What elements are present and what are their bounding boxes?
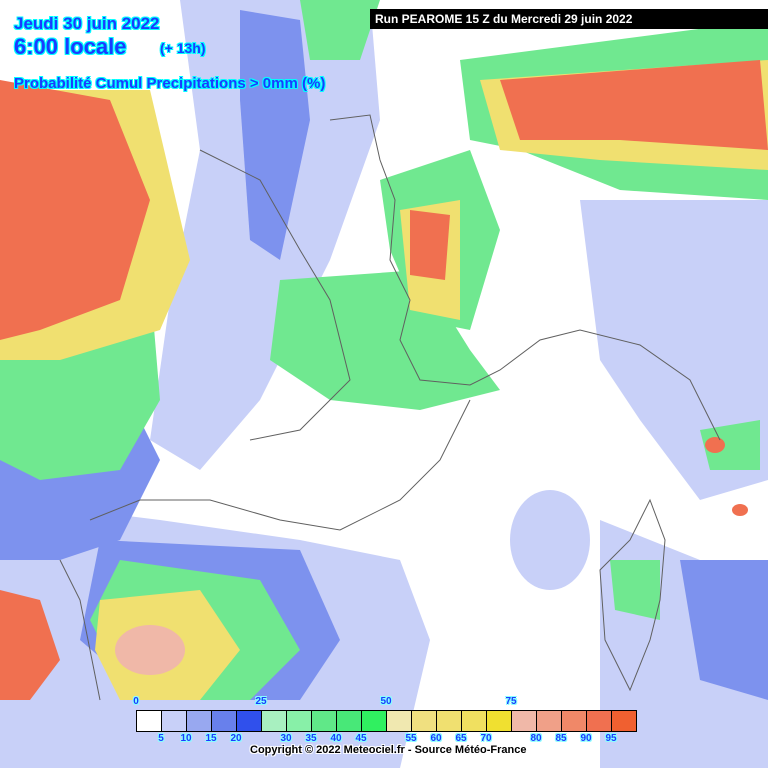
legend-label-bottom: 10 (180, 733, 192, 744)
legend-label-bottom: 5 (158, 733, 164, 744)
legend-swatch (487, 711, 512, 731)
legend-swatch (362, 711, 387, 731)
legend-label-bottom: 60 (430, 733, 442, 744)
red-areas (0, 60, 768, 700)
legend-label-bottom: 80 (530, 733, 542, 744)
legend-label-top: 25 (255, 696, 267, 707)
legend-label-bottom: 40 (330, 733, 342, 744)
legend-label-bottom: 35 (305, 733, 317, 744)
legend-label-bottom: 30 (280, 733, 292, 744)
copyright: Copyright © 2022 Meteociel.fr - Source M… (250, 744, 527, 756)
legend-swatch (462, 711, 487, 731)
forecast-time: 6:00 locale (14, 34, 127, 59)
legend-label-bottom: 70 (480, 733, 492, 744)
legend-label-bottom: 85 (555, 733, 567, 744)
legend-swatch (612, 711, 636, 731)
legend-label-bottom: 55 (405, 733, 417, 744)
product-title: Probabilité Cumul Precipitations > 0mm (… (14, 75, 326, 92)
legend-label-bottom: 15 (205, 733, 217, 744)
legend-swatch (187, 711, 212, 731)
legend-label-top: 50 (380, 696, 392, 707)
forecast-date: Jeudi 30 juin 2022 (14, 14, 160, 33)
color-legend (136, 710, 637, 732)
borders (59, 114, 721, 701)
legend-label-top: 75 (505, 696, 517, 707)
legend-swatch (212, 711, 237, 731)
legend-label-bottom: 65 (455, 733, 467, 744)
legend-swatch (562, 711, 587, 731)
legend-swatch (337, 711, 362, 731)
legend-swatch (262, 711, 287, 731)
legend-label-top: 0 (133, 696, 139, 707)
legend-swatch (312, 711, 337, 731)
legend-swatch (287, 711, 312, 731)
legend-swatch (412, 711, 437, 731)
legend-label-bottom: 95 (605, 733, 617, 744)
legend-swatch (537, 711, 562, 731)
legend-swatch (437, 711, 462, 731)
legend-label-bottom: 45 (355, 733, 367, 744)
run-label: Run PEAROME 15 Z du Mercredi 29 juin 202… (370, 9, 768, 29)
legend-swatch (237, 711, 262, 731)
legend-label-bottom: 90 (580, 733, 592, 744)
legend-swatch (137, 711, 162, 731)
legend-swatch (512, 711, 537, 731)
legend-label-bottom: 20 (230, 733, 242, 744)
lead-time: (+ 13h) (160, 40, 206, 56)
legend-swatch (162, 711, 187, 731)
legend-swatch (587, 711, 612, 731)
legend-swatch (387, 711, 412, 731)
